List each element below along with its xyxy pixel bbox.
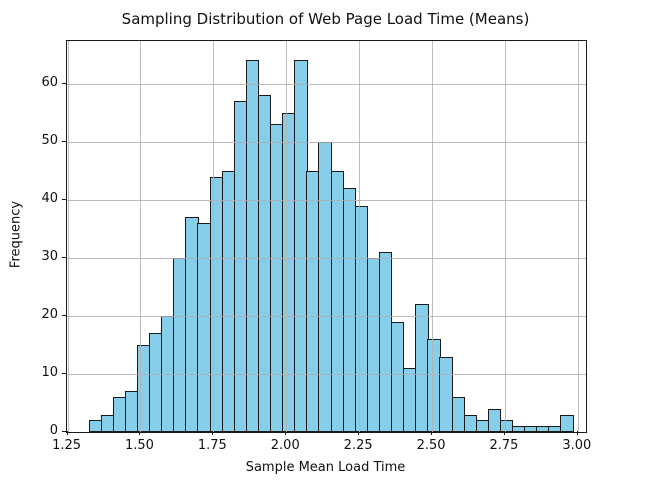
histogram-bar bbox=[499, 420, 514, 432]
y-axis-tick-label: 20 bbox=[41, 306, 58, 322]
gridline-horizontal bbox=[67, 257, 586, 259]
y-axis-tick-label: 50 bbox=[41, 132, 58, 148]
y-axis-tick-label: 0 bbox=[49, 423, 58, 438]
histogram-bar bbox=[451, 397, 465, 432]
x-axis-tick bbox=[431, 431, 433, 435]
gridline-vertical bbox=[213, 41, 215, 432]
gridline-vertical bbox=[577, 41, 579, 432]
x-axis-tick bbox=[358, 431, 360, 435]
x-axis-tick-label: 1.25 bbox=[52, 438, 82, 453]
gridline-vertical bbox=[286, 41, 288, 432]
y-axis-label: Frequency bbox=[8, 200, 24, 269]
gridline-horizontal bbox=[67, 199, 586, 201]
y-axis-tick-label: 30 bbox=[41, 248, 58, 264]
x-axis-tick-label: 2.50 bbox=[416, 438, 446, 453]
y-axis-tick-label: 40 bbox=[41, 190, 58, 206]
x-axis-tick bbox=[285, 431, 287, 435]
y-axis-tick bbox=[62, 140, 66, 142]
gridline-horizontal bbox=[67, 373, 586, 375]
y-axis-tick-label: 60 bbox=[41, 74, 58, 90]
x-axis-tick-label: 1.50 bbox=[124, 438, 154, 453]
x-axis-tick-label: 1.75 bbox=[197, 438, 227, 453]
histogram-bar bbox=[439, 356, 453, 432]
y-axis-tick bbox=[62, 82, 66, 84]
chart-title: Sampling Distribution of Web Page Load T… bbox=[121, 10, 530, 28]
y-axis-tick bbox=[62, 256, 66, 258]
gridline-vertical bbox=[504, 41, 506, 432]
x-axis-tick-label: 2.25 bbox=[343, 438, 373, 453]
x-axis-tick bbox=[66, 431, 68, 435]
x-axis-tick bbox=[212, 431, 214, 435]
x-axis-tick bbox=[503, 431, 505, 435]
x-axis-label: Sample Mean Load Time bbox=[245, 460, 406, 475]
y-axis-tick bbox=[62, 314, 66, 316]
gridline-vertical bbox=[432, 41, 434, 432]
x-axis-tick-label: 2.00 bbox=[270, 438, 300, 453]
y-axis-tick bbox=[62, 372, 66, 374]
x-axis-tick bbox=[576, 431, 578, 435]
gridline-vertical bbox=[67, 41, 69, 432]
plot-area bbox=[66, 40, 587, 433]
gridline-vertical bbox=[140, 41, 142, 432]
gridline-horizontal bbox=[67, 315, 586, 317]
y-axis-tick-label: 10 bbox=[41, 364, 58, 380]
gridline-vertical bbox=[359, 41, 361, 432]
x-axis-tick-label: 3.00 bbox=[562, 438, 592, 453]
y-axis-tick bbox=[62, 431, 66, 432]
gridline-horizontal bbox=[67, 83, 586, 85]
y-axis-tick bbox=[62, 198, 66, 200]
histogram-bar bbox=[560, 414, 574, 432]
gridline-horizontal bbox=[67, 141, 586, 143]
x-axis-tick-label: 2.75 bbox=[489, 438, 519, 453]
x-axis-tick bbox=[139, 431, 141, 435]
